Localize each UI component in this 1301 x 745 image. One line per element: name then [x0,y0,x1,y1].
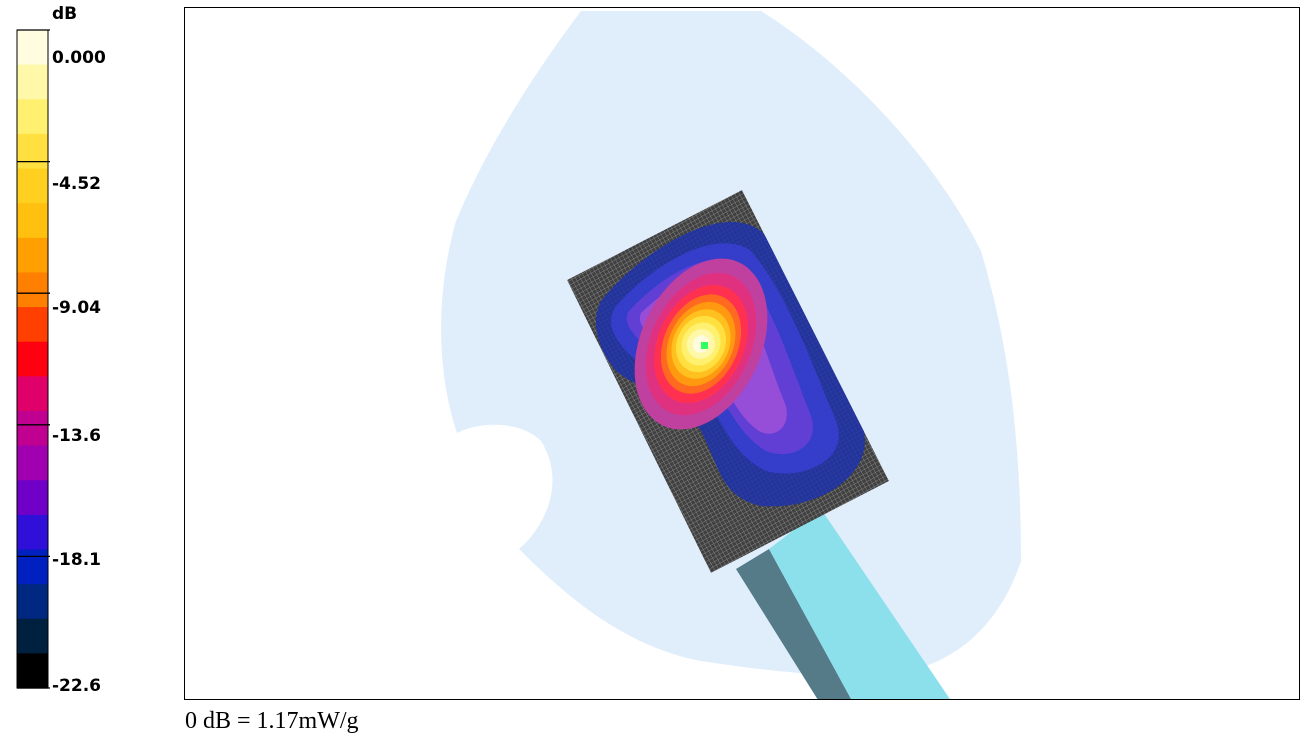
colorbar-swatch [17,514,48,551]
reference-note: 0 dB = 1.17mW/g [185,708,359,734]
colorbar-swatch [17,549,48,585]
colorbar-swatch [17,584,48,620]
colorbar-tick-label: -18.1 [52,550,101,570]
colorbar-swatch [17,653,48,689]
peak-marker [701,342,708,349]
colorbar-swatch [17,237,48,274]
sar-heatmap [441,11,1022,699]
colorbar-swatch [17,445,48,481]
colorbar-tick-label: -13.6 [52,426,101,446]
colorbar-unit-label: dB [52,4,78,24]
colorbar [16,29,50,689]
colorbar-swatch [17,410,48,447]
colorbar-swatch [17,307,48,343]
colorbar-swatch [17,30,48,66]
colorbar-swatch [17,168,48,204]
colorbar-swatch [17,99,48,135]
colorbar-swatch [17,272,48,308]
colorbar-swatch [17,203,48,239]
colorbar-swatch [17,480,48,516]
plot-area [184,7,1300,700]
device-strip-light [769,509,950,699]
colorbar-tick-label: -4.52 [52,174,101,194]
colorbar-swatch [17,618,48,654]
device-strip-dark [736,549,852,699]
colorbar-swatch [17,64,48,100]
colorbar-tick-label: 0.000 [52,48,106,68]
colorbar-swatch [17,376,48,412]
colorbar-swatch [17,341,48,377]
colorbar-swatch [17,133,48,170]
colorbar-tick-label: -9.04 [52,298,101,318]
colorbar-tick-label: -22.6 [52,676,101,696]
